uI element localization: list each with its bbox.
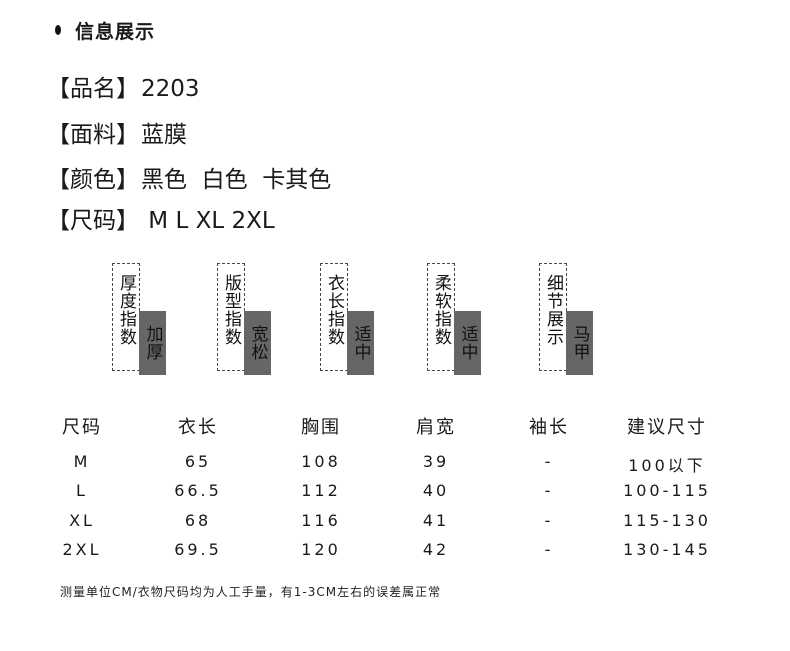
info-label: 【颜色】 (47, 167, 139, 193)
index-value: 适中 (457, 325, 478, 361)
info-row-name: 【品名】2203 (47, 74, 200, 104)
table-cell: 112 (301, 481, 341, 500)
index-label: 衣长指数 (324, 274, 344, 346)
index-card-fit: 版型指数 宽松 (217, 263, 271, 375)
index-label: 柔软指数 (431, 274, 451, 346)
table-cell: 100以下 (628, 456, 706, 475)
index-card-detail: 细节展示 马甲 (539, 263, 593, 375)
info-row-fabric: 【面料】蓝膜 (47, 120, 187, 150)
info-label: 【面料】 (47, 122, 139, 148)
bullet-icon (55, 25, 61, 35)
table-cell: 41 (422, 511, 450, 530)
table-cell: 65 (184, 452, 212, 471)
table-cell: - (544, 540, 554, 559)
index-value-box: 适中 (347, 311, 374, 375)
index-card-thickness: 厚度指数 加厚 (112, 263, 166, 375)
column-header-chest: 胸围 (301, 417, 341, 438)
column-header-shoulder: 肩宽 (416, 417, 456, 438)
index-value: 适中 (350, 325, 371, 361)
table-cell: 40 (422, 481, 450, 500)
column-header-recommend: 建议尺寸 (627, 417, 707, 438)
table-cell: 130-145 (623, 540, 711, 559)
measurement-footnote: 测量单位CM/衣物尺码均为人工手量，有1-3CM左右的误差属正常 (60, 585, 442, 599)
column-header-sleeve: 袖长 (529, 417, 569, 438)
info-value: 2203 (141, 76, 200, 102)
index-label-box: 版型指数 (217, 263, 245, 371)
info-label: 【品名】 (47, 76, 139, 102)
index-value-box: 适中 (454, 311, 481, 375)
table-cell: 100-115 (623, 481, 711, 500)
section-title: 信息展示 (75, 20, 156, 43)
table-cell: 120 (301, 540, 341, 559)
column-header-size: 尺码 (62, 417, 102, 438)
table-cell: 116 (301, 511, 341, 530)
index-card-length: 衣长指数 适中 (320, 263, 374, 375)
table-cell: 42 (422, 540, 450, 559)
index-label: 版型指数 (221, 274, 241, 346)
table-cell: 69.5 (174, 540, 222, 559)
table-cell: M (73, 452, 91, 471)
index-value: 加厚 (142, 325, 163, 361)
index-label-box: 柔软指数 (427, 263, 455, 371)
table-cell: - (544, 481, 554, 500)
table-cell: 68 (184, 511, 212, 530)
index-label: 细节展示 (543, 274, 563, 346)
index-label: 厚度指数 (116, 274, 136, 346)
table-cell: 2XL (62, 540, 102, 559)
index-value: 宽松 (247, 325, 268, 361)
column-header-length: 衣长 (178, 417, 218, 438)
section-header: 信息展示 (55, 18, 156, 43)
table-cell: 66.5 (174, 481, 222, 500)
table-cell: 115-130 (623, 511, 711, 530)
index-label-box: 细节展示 (539, 263, 567, 371)
index-label-box: 衣长指数 (320, 263, 348, 371)
table-cell: - (544, 452, 554, 471)
index-value-box: 马甲 (566, 311, 593, 375)
info-row-size: 【尺码】 M L XL 2XL (47, 206, 275, 236)
index-value-box: 宽松 (244, 311, 271, 375)
info-value: M L XL 2XL (141, 208, 275, 234)
info-row-color: 【颜色】黑色 白色 卡其色 (47, 165, 331, 195)
table-cell: XL (69, 511, 95, 530)
info-value: 黑色 白色 卡其色 (141, 167, 332, 193)
index-value-box: 加厚 (139, 311, 166, 375)
info-value: 蓝膜 (141, 122, 187, 148)
index-label-box: 厚度指数 (112, 263, 140, 371)
info-label: 【尺码】 (47, 208, 139, 234)
index-value: 马甲 (569, 325, 590, 361)
table-cell: - (544, 511, 554, 530)
table-cell: 39 (422, 452, 450, 471)
index-card-softness: 柔软指数 适中 (427, 263, 481, 375)
table-cell: L (76, 481, 88, 500)
table-cell: 108 (301, 452, 341, 471)
